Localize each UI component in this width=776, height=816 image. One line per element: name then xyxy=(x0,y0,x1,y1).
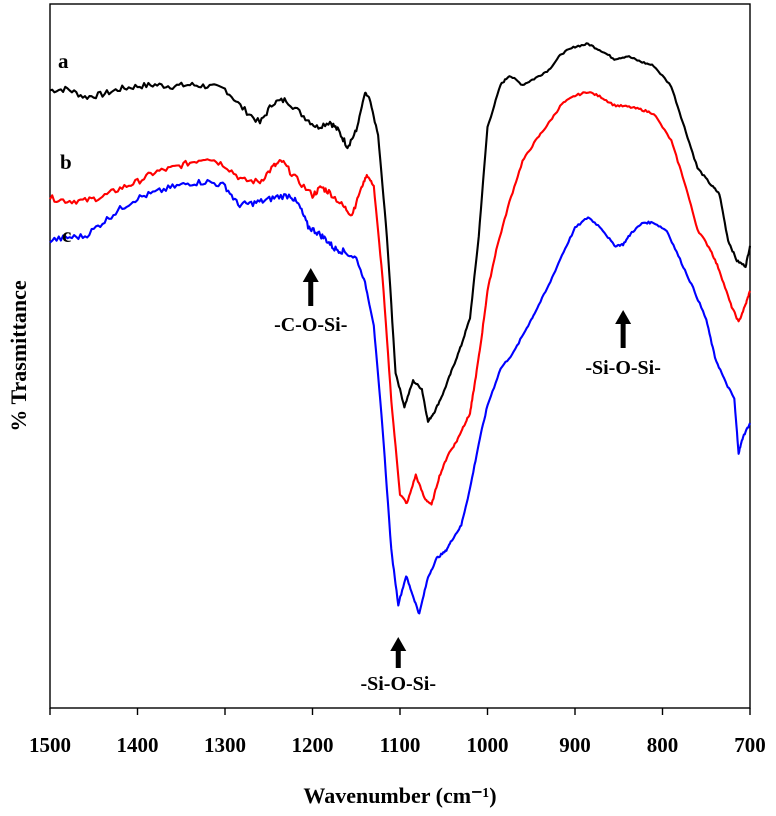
x-tick-label-900: 900 xyxy=(559,733,591,757)
x-axis-ticks xyxy=(49,708,751,715)
x-axis-title: Wavenumber (cm⁻¹) xyxy=(303,783,496,808)
series-a-line xyxy=(49,42,752,423)
x-tick-label-1000: 1000 xyxy=(467,733,509,757)
series-label-b: b xyxy=(60,150,72,174)
series-lines xyxy=(49,42,752,615)
x-tick-label-1100: 1100 xyxy=(380,733,421,757)
series-label-c: c xyxy=(62,223,71,247)
up-arrow-icon xyxy=(390,637,407,651)
x-tick-label-800: 800 xyxy=(647,733,679,757)
x-tick-label-1400: 1400 xyxy=(117,733,159,757)
x-axis-tick-labels: 1500 1400 1300 1200 1100 1000 900 800 700 xyxy=(29,733,766,757)
up-arrow-icon xyxy=(302,268,319,282)
y-axis-title: % Trasmittance xyxy=(6,280,31,432)
x-tick-label-1200: 1200 xyxy=(292,733,334,757)
annotation-label: -Si-O-Si- xyxy=(360,673,436,695)
series-label-a: a xyxy=(58,49,69,73)
annotation-label: -C-O-Si- xyxy=(274,314,347,336)
series-b-line xyxy=(49,91,751,506)
series-c-line xyxy=(49,178,751,615)
annotation-label: -Si-O-Si- xyxy=(585,357,661,379)
peak-annotations: -C-O-Si- -Si-O-Si- -Si-O-Si- xyxy=(274,268,661,695)
annotation-2: -Si-O-Si- xyxy=(360,637,436,695)
x-tick-label-1300: 1300 xyxy=(204,733,246,757)
x-tick-label-1500: 1500 xyxy=(29,733,71,757)
x-tick-label-700: 700 xyxy=(734,733,766,757)
annotation-3: -Si-O-Si- xyxy=(585,310,661,379)
up-arrow-icon xyxy=(615,310,632,324)
annotation-1: -C-O-Si- xyxy=(274,268,347,336)
